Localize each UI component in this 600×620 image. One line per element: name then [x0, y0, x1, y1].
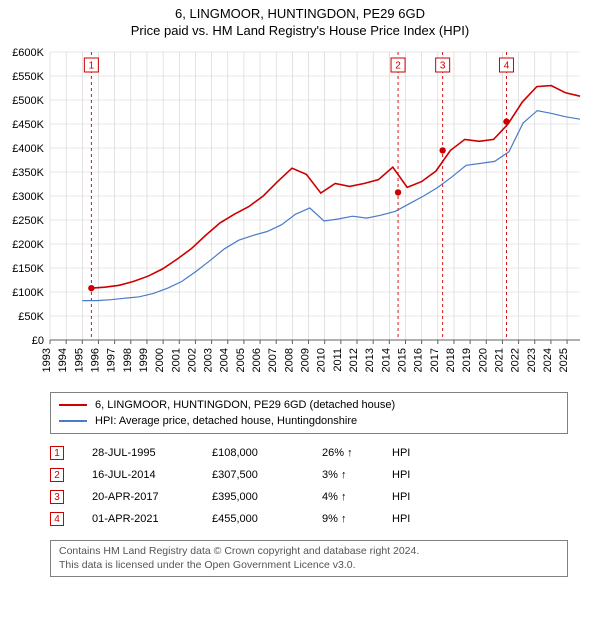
svg-text:2020: 2020: [477, 348, 489, 372]
sales-table: 128-JUL-1995£108,00026% ↑HPI216-JUL-2014…: [50, 442, 568, 530]
sale-price: £455,000: [212, 513, 322, 525]
svg-text:2005: 2005: [235, 348, 247, 372]
svg-text:£300K: £300K: [12, 191, 44, 203]
svg-text:1996: 1996: [89, 348, 101, 372]
sale-delta: 26% ↑: [322, 447, 392, 459]
arrow-up-icon: ↑: [347, 447, 353, 459]
price-chart: £0 £50K £100K £150K £200K £250K £300K £350K £400…: [0, 44, 600, 384]
svg-text:2015: 2015: [396, 348, 408, 372]
svg-text:1994: 1994: [57, 348, 69, 372]
svg-text:2009: 2009: [300, 348, 312, 372]
svg-text:2014: 2014: [380, 348, 392, 372]
svg-text:2000: 2000: [154, 348, 166, 372]
sale-suffix: HPI: [392, 447, 410, 459]
svg-text:2022: 2022: [510, 348, 522, 372]
footer-line2: This data is licensed under the Open Gov…: [59, 559, 559, 573]
svg-text:£350K: £350K: [12, 167, 44, 179]
svg-text:1997: 1997: [106, 348, 118, 372]
svg-text:2011: 2011: [332, 348, 344, 372]
svg-text:2003: 2003: [203, 348, 215, 372]
svg-text:£500K: £500K: [12, 95, 44, 107]
svg-text:3: 3: [440, 61, 446, 72]
sale-delta: 3% ↑: [322, 469, 392, 481]
legend-label-hpi: HPI: Average price, detached house, Hunt…: [95, 415, 357, 427]
page-title-line2: Price paid vs. HM Land Registry's House …: [0, 21, 600, 44]
sale-date: 01-APR-2021: [92, 513, 212, 525]
sale-price: £307,500: [212, 469, 322, 481]
svg-text:£200K: £200K: [12, 239, 44, 251]
svg-text:2021: 2021: [493, 348, 505, 372]
svg-text:2002: 2002: [186, 348, 198, 372]
sale-marker-icon: 2: [50, 468, 64, 482]
sale-marker-icon: 4: [50, 512, 64, 526]
svg-text:2013: 2013: [364, 348, 376, 372]
sale-row: 1 28-JUL-1995£108,00026% ↑HPI: [50, 442, 568, 464]
legend: 6, LINGMOOR, HUNTINGDON, PE29 6GD (detac…: [50, 392, 568, 434]
svg-text:2016: 2016: [413, 348, 425, 372]
svg-text:2012: 2012: [348, 348, 360, 372]
sale-marker-icon: 3: [50, 490, 64, 504]
sale-suffix: HPI: [392, 469, 410, 481]
footer-line1: Contains HM Land Registry data © Crown c…: [59, 545, 559, 559]
legend-swatch-hpi: [59, 420, 87, 422]
arrow-up-icon: ↑: [341, 469, 347, 481]
svg-text:1995: 1995: [73, 348, 85, 372]
svg-text:2004: 2004: [219, 348, 231, 372]
svg-text:2018: 2018: [445, 348, 457, 372]
svg-text:4: 4: [504, 61, 510, 72]
svg-text:2025: 2025: [558, 348, 570, 372]
sale-date: 28-JUL-1995: [92, 447, 212, 459]
svg-text:2: 2: [395, 61, 401, 72]
sale-marker-icon: 1: [50, 446, 64, 460]
svg-text:£150K: £150K: [12, 263, 44, 275]
sale-suffix: HPI: [392, 491, 410, 503]
sale-date: 20-APR-2017: [92, 491, 212, 503]
svg-text:2007: 2007: [267, 348, 279, 372]
legend-swatch-paid: [59, 404, 87, 406]
svg-text:2006: 2006: [251, 348, 263, 372]
svg-text:2024: 2024: [542, 348, 554, 372]
svg-text:1998: 1998: [122, 348, 134, 372]
svg-text:1999: 1999: [138, 348, 150, 372]
svg-text:£0: £0: [32, 335, 44, 347]
sale-delta: 4% ↑: [322, 491, 392, 503]
svg-text:£550K: £550K: [12, 71, 44, 83]
svg-text:2010: 2010: [316, 348, 328, 372]
arrow-up-icon: ↑: [341, 513, 347, 525]
svg-text:2008: 2008: [283, 348, 295, 372]
legend-label-paid: 6, LINGMOOR, HUNTINGDON, PE29 6GD (detac…: [95, 399, 395, 411]
svg-text:£50K: £50K: [18, 311, 44, 323]
arrow-up-icon: ↑: [341, 491, 347, 503]
footer-attribution: Contains HM Land Registry data © Crown c…: [50, 540, 568, 577]
svg-text:1: 1: [89, 61, 95, 72]
svg-text:£250K: £250K: [12, 215, 44, 227]
sale-row: 3 20-APR-2017£395,0004% ↑HPI: [50, 486, 568, 508]
svg-text:1993: 1993: [41, 348, 53, 372]
svg-text:£600K: £600K: [12, 47, 44, 59]
svg-text:£100K: £100K: [12, 287, 44, 299]
svg-text:2017: 2017: [429, 348, 441, 372]
sale-suffix: HPI: [392, 513, 410, 525]
svg-text:2019: 2019: [461, 348, 473, 372]
sale-delta: 9% ↑: [322, 513, 392, 525]
sale-price: £395,000: [212, 491, 322, 503]
sale-row: 4 01-APR-2021£455,0009% ↑HPI: [50, 508, 568, 530]
svg-text:£400K: £400K: [12, 143, 44, 155]
sale-price: £108,000: [212, 447, 322, 459]
svg-text:2023: 2023: [526, 348, 538, 372]
page-title-line1: 6, LINGMOOR, HUNTINGDON, PE29 6GD: [0, 6, 600, 21]
svg-text:£450K: £450K: [12, 119, 44, 131]
sale-date: 16-JUL-2014: [92, 469, 212, 481]
svg-text:2001: 2001: [170, 348, 182, 372]
sale-row: 2 16-JUL-2014£307,5003% ↑HPI: [50, 464, 568, 486]
